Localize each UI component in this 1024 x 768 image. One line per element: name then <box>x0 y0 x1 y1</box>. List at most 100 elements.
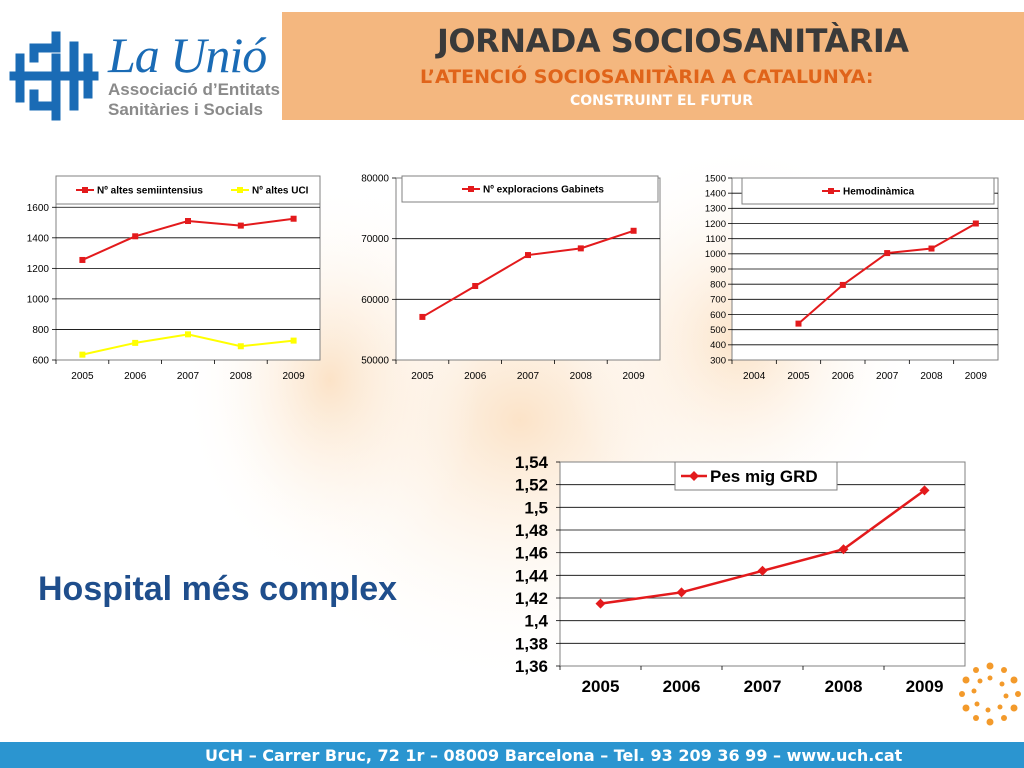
y-tick-label: 1200 <box>705 219 726 230</box>
x-tick-label: 2008 <box>230 371 253 382</box>
x-tick-label: 2007 <box>517 371 540 382</box>
x-tick-label: 2007 <box>876 371 899 382</box>
x-tick-label: 2005 <box>411 371 434 382</box>
y-tick-label: 1300 <box>705 204 726 215</box>
chart-altes: 600 800 1000 1200 1400 1600 2005 2006 2007 2008 20… <box>27 175 321 382</box>
data-point <box>237 222 244 229</box>
x-tick-label: 2009 <box>622 371 645 382</box>
y-tick-label: 800 <box>32 325 49 336</box>
logo: La Unió Associació d’Entitats Sanitàries… <box>0 12 280 121</box>
y-tick-label: 1000 <box>27 294 50 305</box>
y-tick-label: 1,52 <box>515 476 548 495</box>
data-point <box>884 250 891 257</box>
legend-label: Hemodinàmica <box>843 187 915 198</box>
y-tick-label: 1500 <box>705 173 726 184</box>
legend-marker <box>237 187 243 193</box>
legend-marker <box>828 188 834 194</box>
legend-box <box>741 177 995 205</box>
la-unio-logo-icon <box>9 31 99 121</box>
x-tick-label: 2009 <box>282 371 305 382</box>
data-point <box>595 598 606 609</box>
event-title: JORNADA SOCIOSANITÀRIA <box>437 22 909 60</box>
x-tick-label: 2008 <box>825 677 863 696</box>
y-tick-label: 600 <box>32 356 49 367</box>
data-point <box>185 218 191 225</box>
legend-label: Nº altes UCI <box>252 186 309 197</box>
y-tick-label: 1,4 <box>524 612 548 631</box>
legend-box <box>55 175 321 205</box>
brand-line-2: Sanitàries i Socials <box>108 100 263 119</box>
data-point <box>525 252 531 259</box>
plot-area <box>559 461 966 667</box>
y-tick-label: 1,54 <box>515 453 549 472</box>
x-tick-label: 2007 <box>177 371 200 382</box>
x-tick-label: 2005 <box>71 371 94 382</box>
data-point <box>472 282 479 289</box>
y-tick-label: 500 <box>710 325 726 336</box>
x-tick-label: 2009 <box>906 677 944 696</box>
y-tick-label: 400 <box>710 340 726 351</box>
x-tick-label: 2006 <box>124 371 147 382</box>
legend-marker <box>82 187 88 193</box>
data-point <box>290 215 297 222</box>
y-tick-label: 1,46 <box>515 544 548 563</box>
y-tick-label: 600 <box>710 310 726 321</box>
x-tick-label: 2008 <box>570 371 593 382</box>
x-tick-label: 2006 <box>832 371 855 382</box>
y-tick-label: 1,36 <box>515 657 548 676</box>
data-point <box>795 320 802 327</box>
event-subtitle: L’ATENCIÓ SOCIOSANITÀRIA A CATALUNYA: <box>420 66 874 88</box>
y-tick-label: 1000 <box>705 249 726 260</box>
data-point <box>132 233 139 240</box>
data-point <box>676 587 687 598</box>
data-point <box>630 227 637 234</box>
y-tick-label: 1600 <box>27 203 50 214</box>
x-tick-label: 2005 <box>582 677 620 696</box>
legend-label: Nº altes semiintensius <box>97 186 203 197</box>
footer-bar: UCH – Carrer Bruc, 72 1r – 08009 Barcelo… <box>0 742 1024 768</box>
y-tick-label: 1100 <box>706 234 726 245</box>
y-tick-label: 1400 <box>27 233 50 244</box>
slide-heading: Hospital més complex <box>38 570 398 608</box>
y-tick-label: 1,42 <box>515 589 548 608</box>
legend-box <box>401 175 659 203</box>
header-band: JORNADA SOCIOSANITÀRIA L’ATENCIÓ SOCIOSA… <box>282 12 1024 120</box>
y-tick-label: 70000 <box>361 234 389 245</box>
y-tick-label: 80000 <box>361 174 389 185</box>
y-tick-label: 1400 <box>705 188 726 199</box>
data-point <box>290 337 297 344</box>
y-tick-label: 1,5 <box>524 498 548 517</box>
chart-hemodinamica: 300 400 500 600 700 800 900 1000 1100 1200 1300 140… <box>705 173 999 382</box>
x-tick-label: 2007 <box>744 677 782 696</box>
brand-name: La Unió <box>108 27 267 83</box>
legend-marker <box>689 471 699 481</box>
data-point <box>79 256 86 263</box>
event-subtitle-2: CONSTRUINT EL FUTUR <box>570 93 754 109</box>
data-point <box>972 220 979 227</box>
y-tick-label: 700 <box>710 295 726 306</box>
data-point <box>132 339 139 346</box>
legend-label: Nº exploracions Gabinets <box>483 185 604 196</box>
data-point <box>757 565 768 576</box>
data-point <box>928 245 935 252</box>
sun-dots-icon <box>959 662 1021 726</box>
x-tick-label: 2006 <box>464 371 487 382</box>
y-tick-label: 1,48 <box>515 521 548 540</box>
y-tick-label: 1200 <box>27 264 50 275</box>
x-tick-label: 2004 <box>743 371 766 382</box>
y-tick-label: 1,44 <box>515 566 549 585</box>
data-point <box>577 245 584 252</box>
chart-pes-mig-grd: 1,36 1,38 1,4 1,42 1,44 1,46 1,48 1,5 1,52 1,54 20… <box>515 453 966 696</box>
legend-marker <box>468 186 474 192</box>
x-tick-label: 2009 <box>965 371 988 382</box>
x-tick-label: 2005 <box>787 371 810 382</box>
y-tick-label: 800 <box>710 279 726 290</box>
y-tick-label: 1,38 <box>515 634 548 653</box>
data-point <box>185 331 191 338</box>
y-tick-label: 900 <box>710 264 726 275</box>
data-point <box>237 343 244 350</box>
data-point <box>919 485 930 496</box>
data-point <box>419 313 426 320</box>
plot-area <box>395 177 661 361</box>
brand-line-1: Associació d’Entitats <box>108 80 280 99</box>
